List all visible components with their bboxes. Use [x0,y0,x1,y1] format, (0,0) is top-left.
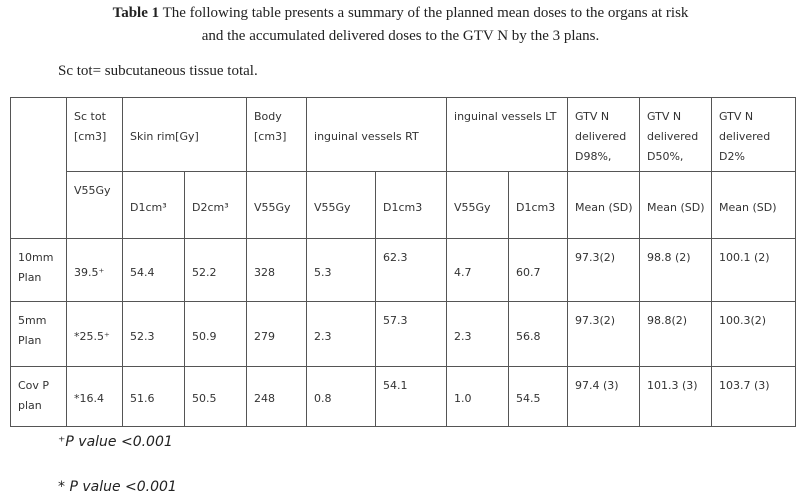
cell: 97.3(2) [567,301,641,367]
cell: 54.1 [375,366,448,427]
cell: 98.8(2) [639,301,713,367]
cell: 56.8 [508,301,569,367]
header-cell: inguinal vessels LT [446,97,569,172]
cell: 2.3 [446,301,510,367]
subheader-cell: D1cm3 [375,171,448,239]
subheader-cell: V55Gy [66,171,123,239]
cell: 52.3 [122,301,185,367]
cell: 2.3 [306,301,377,367]
row: 10mm Plan 39.5⁺ 54.4 52.2 328 5.3 62.3 4.7 60.7 9… [10,238,797,302]
cell: 54.4 [122,238,185,302]
empty-cell [10,97,67,239]
row: Cov P plan *16.4 51.6 50.5 248 0.8 54.1 1.0 54.5… [10,366,797,427]
row-label: Cov P plan [10,366,67,427]
subheader-cell: V55Gy [246,171,308,239]
subheader-row: V55Gy D1cm³ D2cm³ V55Gy V55Gy D1cm3 V55Gy D1cm3… [11,171,797,239]
cell: 39.5⁺ [66,238,123,302]
header-cell: inguinal vessels RT [306,97,448,172]
footnote: ⁺P value <0.001 [58,434,173,450]
header-cell: Body [cm3] [246,97,308,172]
cell: 50.9 [183,301,248,367]
title: Table 1 The following table presents a s… [0,2,801,48]
cell: 5.3 [306,238,377,302]
cell: 98.8 (2) [639,238,713,302]
cell: 4.7 [446,238,510,302]
note: Sc tot= subcutaneous tissue total. [58,63,258,79]
cell: 101.3 (3) [639,366,713,427]
cell: 51.6 [122,366,185,427]
subheader-cell: V55Gy [446,171,510,239]
title-label: Table 1 [112,5,160,21]
subheader-cell: Mean (SD) [711,171,797,239]
table: Sc tot [cm3] Skin rim[Gy] Body [cm3] ing… [10,97,797,427]
header-cell: GTV N delivered D50%, [639,97,713,172]
cell: 279 [246,301,308,367]
row-label: 10mm Plan [10,238,67,302]
cell: 97.3(2) [567,238,641,302]
cell: *16.4 [66,366,123,427]
title-text: The following table presents a summary o… [162,5,689,21]
cell: 97.4 (3) [567,366,641,427]
cell: 1.0 [446,366,510,427]
row: 5mm Plan *25.5⁺ 52.3 50.9 279 2.3 57.3 2.3 56.8 9… [10,301,797,367]
header-cell: GTV N delivered D2% [711,97,797,172]
cell: 248 [246,366,308,427]
cell: 62.3 [375,238,448,302]
header-cell: GTV N delivered D98%, [567,97,641,172]
header-cell: Skin rim[Gy] [121,97,248,172]
cell: 54.5 [508,366,569,427]
cell: 52.2 [183,238,248,302]
header-row: Sc tot [cm3] Skin rim[Gy] Body [cm3] ing… [10,97,797,239]
title-line: Table 1 The following table presents a s… [0,2,801,25]
subheader-cell: D2cm³ [183,171,248,239]
row-label: 5mm Plan [10,301,67,367]
title-line: and the accumulated delivered doses to t… [201,28,600,44]
cell: 60.7 [508,238,569,302]
header-cell: Sc tot [cm3] [66,97,123,172]
cell: 57.3 [375,301,448,367]
footnote: * P value <0.001 [58,479,177,495]
subheader-cell: Mean (SD) [639,171,713,239]
subheader-cell: V55Gy [306,171,377,239]
cell: 100.3(2) [711,301,797,367]
cell: 100.1 (2) [711,238,797,302]
cell: 103.7 (3) [711,366,797,427]
subheader-cell: D1cm³ [122,171,185,239]
subheader-cell: Mean (SD) [567,171,641,239]
cell: *25.5⁺ [66,301,123,367]
cell: 328 [246,238,308,302]
subheader-cell: D1cm3 [508,171,569,239]
cell: 50.5 [183,366,248,427]
cell: 0.8 [306,366,377,427]
